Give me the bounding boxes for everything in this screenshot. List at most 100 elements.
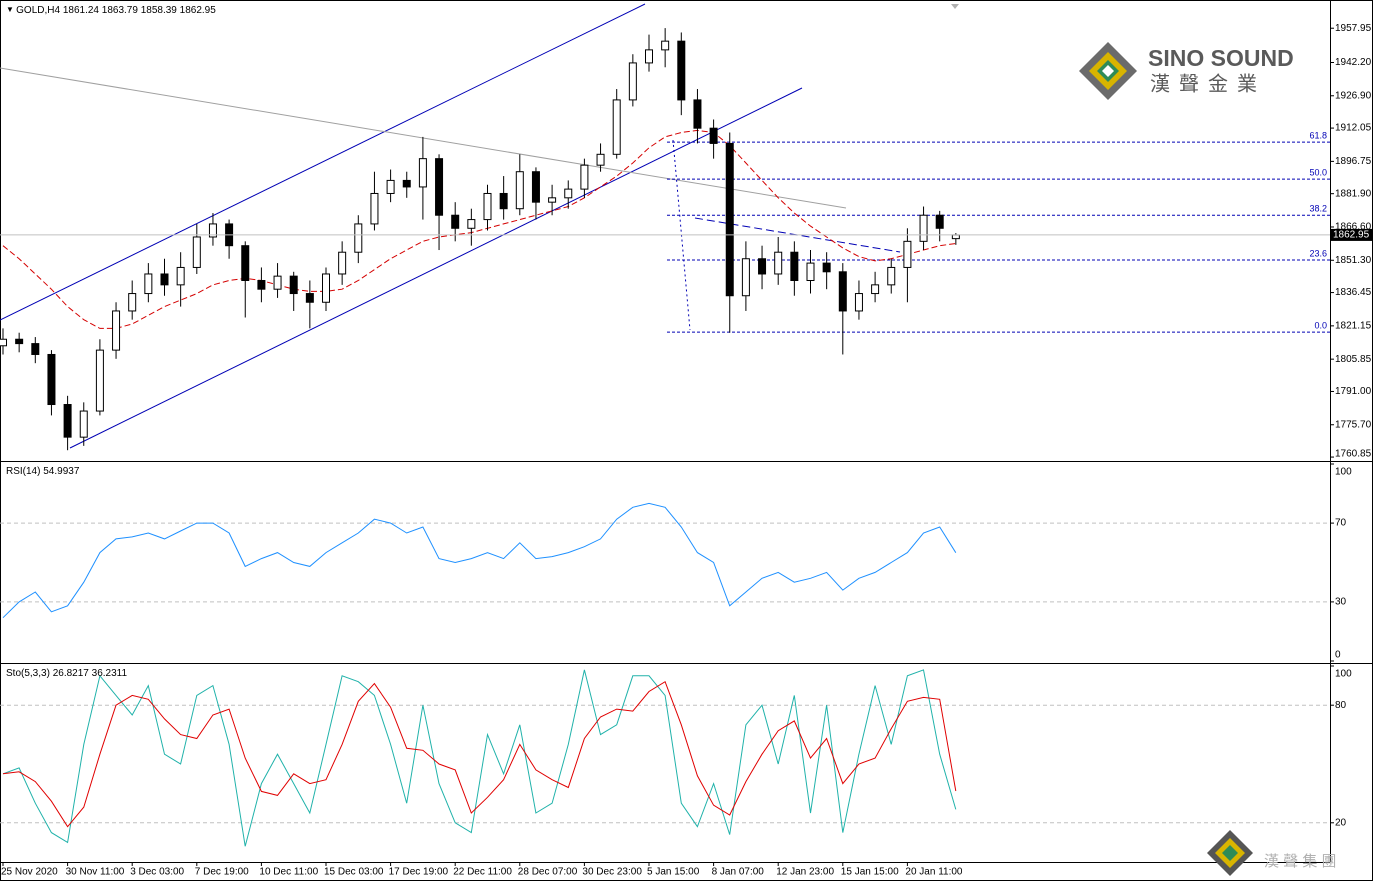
y-tick-label: 100: [1335, 467, 1352, 478]
x-tick-label: 30 Dec 23:00: [582, 867, 642, 878]
indicator-line: [2, 680, 957, 828]
candle-body: [370, 192, 379, 225]
candle-body: [435, 158, 444, 216]
candle-body: [838, 271, 847, 312]
candle-body: [709, 127, 718, 144]
sto-title: Sto(5,3,3): [6, 668, 50, 679]
candle-body: [628, 62, 637, 101]
logo-diamond: [1222, 845, 1238, 861]
x-tick-label: 5 Jan 15:00: [647, 867, 700, 878]
candle-body: [774, 251, 783, 275]
candle-body: [596, 153, 605, 166]
candle-body: [241, 245, 250, 281]
x-tick-label: 22 Dec 11:00: [453, 867, 512, 878]
candle-body: [338, 251, 347, 275]
x-tick-label: 7 Dec 19:00: [195, 867, 249, 878]
y-tick-label: 1957.95: [1335, 23, 1372, 34]
y-tick-label: 70: [1335, 518, 1347, 529]
x-tick-label: 12 Jan 23:00: [776, 867, 834, 878]
y-tick-label: 100: [1335, 669, 1352, 680]
moving-average: [2, 129, 956, 329]
candle-body: [31, 343, 40, 355]
candle-body: [192, 236, 201, 268]
candle-body: [402, 179, 411, 188]
indicator-line: [2, 669, 957, 847]
y-tick-label: 20: [1335, 817, 1347, 828]
candle-body: [580, 164, 589, 190]
candle-body: [693, 99, 702, 129]
x-tick-label: 20 Jan 11:00: [905, 867, 963, 878]
fib-label: 38.2: [1309, 204, 1327, 214]
y-tick-label: 1791.00: [1335, 386, 1372, 397]
candle-body: [548, 197, 557, 203]
x-tick-label: 25 Nov 2020: [1, 867, 58, 878]
rsi-title: RSI(14): [6, 466, 40, 477]
candle-body: [758, 258, 767, 275]
candle-body: [273, 275, 282, 290]
y-tick-label: 1926.90: [1335, 90, 1372, 101]
channel-upper: [0, 3, 646, 321]
candle-body: [564, 188, 573, 199]
y-tick-label: 1881.90: [1335, 188, 1372, 199]
candle-body: [919, 214, 928, 242]
candle-body: [887, 266, 896, 286]
candle-body: [515, 171, 524, 210]
candle-body: [661, 40, 670, 51]
candle-body: [144, 273, 153, 295]
candle-body: [741, 258, 750, 297]
candle-body: [305, 293, 314, 303]
current-price-label: 1862.95: [1333, 230, 1370, 241]
y-tick-label: 1775.70: [1335, 419, 1372, 430]
rsi-last: 54.9937: [43, 466, 80, 477]
y-tick-label: 0: [1335, 650, 1341, 661]
candle-body: [15, 338, 24, 345]
candle-body: [386, 179, 395, 194]
y-tick-label: 1896.75: [1335, 156, 1372, 167]
candle-body: [822, 262, 831, 273]
current-price-box: [1331, 228, 1373, 241]
candle-body: [354, 223, 363, 253]
last-high: 1863.79: [102, 5, 139, 16]
candle-body: [176, 266, 185, 286]
x-tick-label: 28 Dec 07:00: [518, 867, 578, 878]
candle-body: [208, 223, 217, 238]
y-tick-label: 30: [1335, 597, 1347, 608]
fib-label: 61.8: [1309, 130, 1327, 140]
fib-label: 50.0: [1309, 167, 1327, 177]
candle-body: [112, 310, 121, 351]
y-tick-label: 80: [1335, 700, 1347, 711]
watermark-text: 漢 聲 集 團: [1264, 853, 1337, 870]
symbol: GOLD,H4: [16, 5, 60, 16]
y-tick-label: 1760.85: [1335, 449, 1372, 460]
y-tick-label: 1866.60: [1335, 222, 1372, 233]
candle-body: [935, 214, 944, 229]
x-tick-label: 10 Dec 11:00: [259, 867, 318, 878]
candle-body: [467, 219, 476, 229]
fib-label: 23.6: [1309, 248, 1327, 258]
x-tick-label: 17 Dec 19:00: [389, 867, 449, 878]
candle-body: [483, 192, 492, 221]
candle-body: [257, 279, 266, 290]
candle-body: [63, 404, 72, 438]
x-tick-label: 3 Dec 03:00: [130, 867, 184, 878]
candle-body: [160, 273, 169, 286]
candle-body: [677, 40, 686, 101]
candle-body: [903, 240, 912, 268]
candle-body: [790, 251, 799, 281]
candle-body: [806, 262, 815, 281]
candle-body: [871, 284, 880, 295]
logo-chinese: 漢聲金業: [1150, 72, 1266, 95]
candle-body: [451, 214, 460, 229]
last-close: 1862.95: [180, 5, 217, 16]
x-tick-label: 15 Jan 15:00: [841, 867, 899, 878]
x-tick-label: 15 Dec 03:00: [324, 867, 384, 878]
channel-lower: [69, 87, 803, 449]
shift-marker: [951, 4, 959, 9]
logo-name: SINO SOUND: [1148, 45, 1294, 71]
candle-body: [854, 293, 863, 312]
candle-body: [128, 293, 137, 312]
last-low: 1858.39: [141, 5, 178, 16]
x-tick-label: 30 Nov 11:00: [66, 867, 125, 878]
